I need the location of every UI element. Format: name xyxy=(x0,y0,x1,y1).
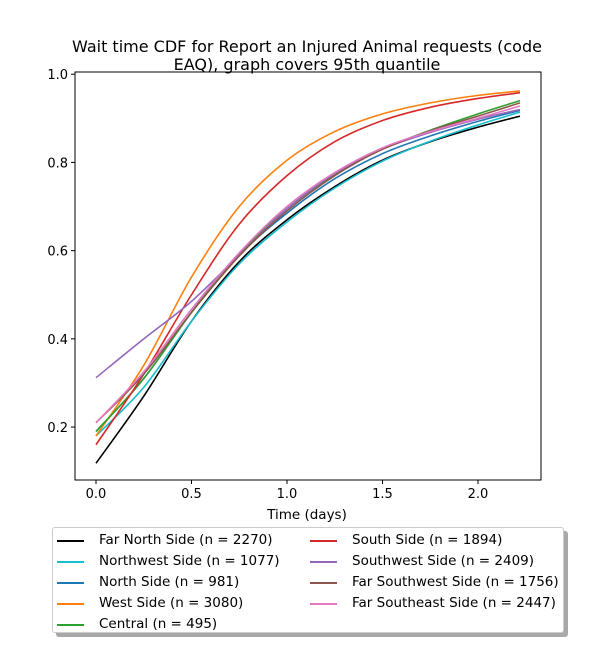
legend-label: Southwest Side (n = 2409) xyxy=(352,553,535,569)
legend-swatch xyxy=(57,561,84,563)
x-tick-label: 0.5 xyxy=(181,487,202,502)
series-line-northwest-side xyxy=(95,111,521,437)
y-tick-label: 1.0 xyxy=(47,68,68,83)
legend-label: West Side (n = 3080) xyxy=(99,595,244,611)
axis-layer: 0.0 0.5 1.0 1.5 2.0 0.2 0.4 0.6 0.8 1.0 xyxy=(47,68,488,502)
series-line-central xyxy=(95,99,521,433)
legend-label: Far Southeast Side (n = 2447) xyxy=(352,595,556,611)
legend-swatch xyxy=(57,603,84,605)
x-axis-label: Time (days) xyxy=(266,507,347,523)
x-tick-label: 0.0 xyxy=(86,487,107,502)
y-tick-label: 0.2 xyxy=(47,421,68,436)
legend-swatch xyxy=(310,582,337,584)
y-tick-label: 0.6 xyxy=(47,245,68,260)
series-line-far-southwest-side xyxy=(95,102,521,424)
legend-swatch xyxy=(310,540,337,542)
chart-title-line-1: Wait time CDF for Report an Injured Anim… xyxy=(72,37,542,56)
y-tick-label: 0.8 xyxy=(47,156,68,171)
legend-swatch xyxy=(310,561,337,563)
chart-title-line-2: EAQ), graph covers 95th quantile xyxy=(174,55,441,74)
y-tick-label: 0.4 xyxy=(47,333,68,348)
legend-swatch xyxy=(310,603,337,605)
x-tick-label: 1.0 xyxy=(277,487,298,502)
legend-label: Northwest Side (n = 1077) xyxy=(99,553,280,569)
legend-swatch xyxy=(57,624,84,626)
legend-swatch xyxy=(57,582,84,584)
legend-label: Far Southwest Side (n = 1756) xyxy=(352,574,559,590)
x-tick-label: 1.5 xyxy=(372,487,393,502)
plot-frame xyxy=(74,71,542,481)
legend-label: Far North Side (n = 2270) xyxy=(99,532,273,548)
series-line-far-north-side xyxy=(95,115,521,464)
legend: Far North Side (n = 2270) Northwest Side … xyxy=(52,527,564,633)
series-line-far-southeast-side xyxy=(95,105,521,424)
legend-swatch xyxy=(57,540,84,542)
series-layer xyxy=(95,90,521,464)
x-tick-label: 2.0 xyxy=(468,487,489,502)
series-line-west-side xyxy=(95,90,521,437)
legend-label: South Side (n = 1894) xyxy=(352,532,503,548)
legend-label: Central (n = 495) xyxy=(99,616,218,632)
legend-label: North Side (n = 981) xyxy=(99,574,240,590)
series-line-south-side xyxy=(95,91,521,446)
